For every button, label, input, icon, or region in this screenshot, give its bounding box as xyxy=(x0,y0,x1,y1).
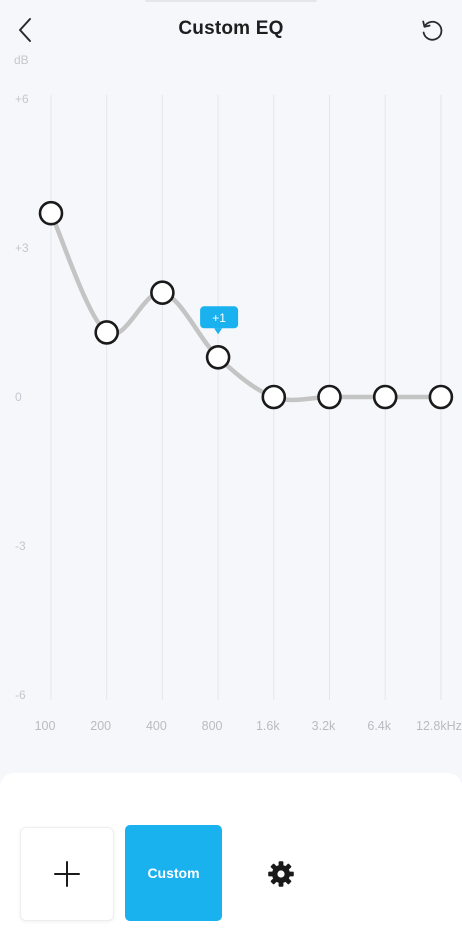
x-tick-label: 6.4k xyxy=(367,719,391,733)
y-tick-label: 0 xyxy=(15,390,22,404)
chevron-left-icon xyxy=(19,18,31,42)
preset-label: Custom xyxy=(147,865,200,881)
y-tick-label: -3 xyxy=(15,539,26,553)
x-tick-label: 200 xyxy=(90,719,111,733)
eq-band-handle-400[interactable] xyxy=(150,280,175,306)
x-tick-label: 800 xyxy=(202,719,223,733)
gear-icon xyxy=(268,861,294,887)
y-tick-label: +3 xyxy=(15,241,29,255)
reset-icon xyxy=(422,20,443,41)
plus-icon xyxy=(54,861,80,887)
tooltip-bubble xyxy=(200,306,239,329)
x-tick-label: 3.2k xyxy=(312,719,336,733)
x-tick-label: 12.8kHz xyxy=(416,719,462,733)
preset-custom-button[interactable]: Custom xyxy=(125,825,222,921)
value-tooltip: +1 xyxy=(200,306,239,335)
eq-band-handle-100[interactable] xyxy=(38,200,64,226)
settings-button[interactable] xyxy=(262,855,300,893)
eq-band-handle-800[interactable] xyxy=(205,344,231,370)
tooltip-arrow xyxy=(214,328,223,335)
bottom-panel: Custom xyxy=(0,773,462,935)
x-tick-label: 1.6k xyxy=(256,719,280,733)
header: Custom EQ xyxy=(0,0,462,60)
reset-button[interactable] xyxy=(416,14,448,46)
eq-band-handle-1.6k[interactable] xyxy=(261,384,287,410)
y-tick-label: +6 xyxy=(15,92,29,106)
eq-chart[interactable]: dB +6 +3 0 -3 -6 100 200 400 800 1.6k 3.2k 6.4k 12.8… xyxy=(0,0,462,760)
page-title: Custom EQ xyxy=(178,18,284,39)
back-button[interactable] xyxy=(10,14,40,46)
x-tick-label: 400 xyxy=(146,719,167,733)
add-preset-button[interactable] xyxy=(20,827,114,921)
status-bar-indicator xyxy=(145,0,317,2)
tooltip-value: +1 xyxy=(212,311,226,325)
eq-band-handle-200[interactable] xyxy=(94,320,119,345)
y-tick-label: -6 xyxy=(15,688,26,702)
y-axis-unit: dB xyxy=(14,53,29,67)
eq-band-handle-3.2k[interactable] xyxy=(317,384,342,410)
eq-band-handle-6.4k[interactable] xyxy=(372,384,398,410)
x-tick-label: 100 xyxy=(35,719,56,733)
eq-band-handle-12.8kHz[interactable] xyxy=(428,384,454,410)
eq-curve xyxy=(48,210,444,403)
